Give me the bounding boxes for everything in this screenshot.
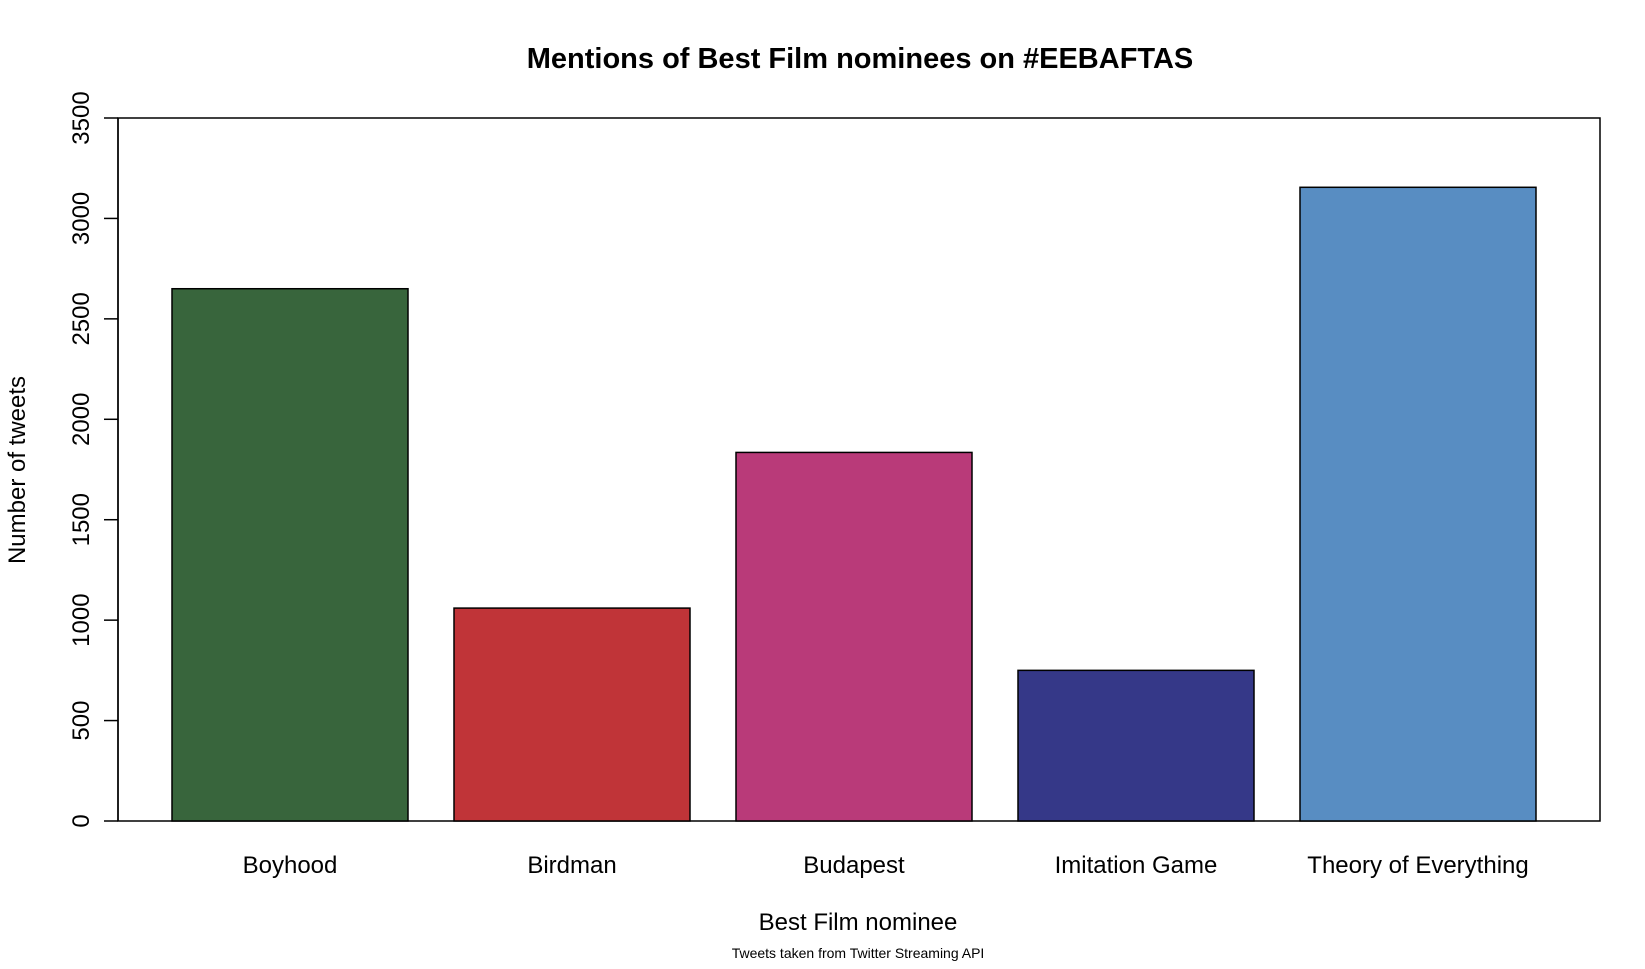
- y-tick-label: 1000: [68, 593, 95, 646]
- x-tick-label: Budapest: [803, 852, 905, 879]
- y-tick-label: 2500: [68, 292, 95, 345]
- x-tick-label: Theory of Everything: [1307, 852, 1528, 879]
- x-tick-label: Birdman: [527, 852, 616, 879]
- bar-birdman: [453, 607, 691, 822]
- bar-boyhood: [171, 287, 409, 822]
- y-tick-label: 1500: [68, 493, 95, 546]
- x-tick-label: Boyhood: [243, 852, 338, 879]
- x-axis-title: Best Film nominee: [759, 909, 958, 936]
- bars-group: [171, 186, 1537, 822]
- y-tick-label: 3000: [68, 192, 95, 245]
- chart-title: Mentions of Best Film nominees on #EEBAF…: [527, 43, 1194, 75]
- bar-theory-of-everything: [1299, 186, 1537, 822]
- x-tick-label: Imitation Game: [1055, 852, 1218, 879]
- y-axis: 0 500 1000 1500 2000 2500 3000 3500: [68, 91, 119, 828]
- y-axis-title: Number of tweets: [4, 376, 31, 564]
- y-tick-label: 500: [68, 701, 95, 741]
- bar-budapest: [735, 451, 973, 822]
- y-tick-label: 3500: [68, 91, 95, 144]
- chart-caption: Tweets taken from Twitter Streaming API: [732, 945, 985, 961]
- y-tick-label: 2000: [68, 393, 95, 446]
- x-tick-labels: Boyhood Birdman Budapest Imitation Game Theo…: [243, 852, 1529, 879]
- bar-imitation-game: [1017, 669, 1255, 822]
- y-tick-label: 0: [68, 814, 95, 827]
